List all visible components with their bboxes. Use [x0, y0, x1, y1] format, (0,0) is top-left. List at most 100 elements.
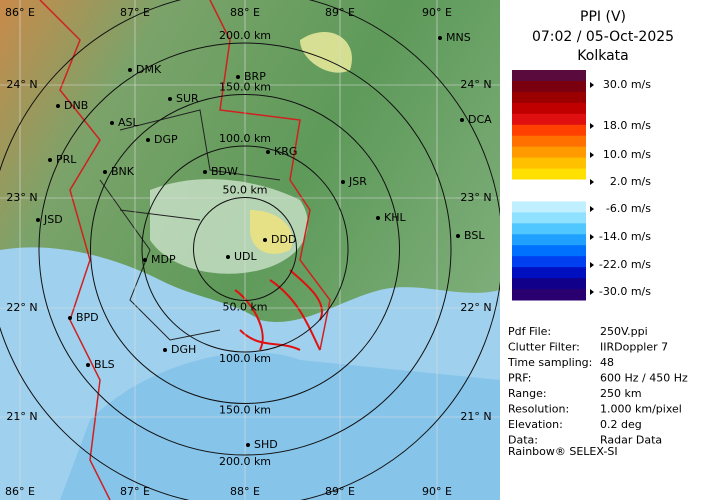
lat-label: 24° N	[460, 78, 491, 91]
station-dot	[56, 104, 60, 108]
range-label: 150.0 km	[219, 81, 271, 94]
lon-label: 86° E	[5, 6, 35, 19]
station-dot	[438, 36, 442, 40]
station-label: BPD	[76, 311, 99, 324]
color-swatch	[512, 201, 586, 213]
color-swatch	[512, 168, 586, 181]
lon-label: 90° E	[422, 485, 452, 498]
info-value: IIRDoppler 7	[600, 341, 668, 354]
station-label: KRG	[274, 145, 297, 158]
station-dot	[456, 234, 460, 238]
station-dot	[226, 255, 230, 259]
station-label: SHD	[254, 438, 278, 451]
station-label: DGP	[154, 133, 178, 146]
lon-label: 88° E	[230, 6, 260, 19]
lon-label: 88° E	[230, 485, 260, 498]
station-label: BRP	[244, 70, 266, 83]
range-ring	[193, 197, 297, 301]
color-swatch	[512, 278, 586, 290]
station-label: BSL	[464, 229, 485, 242]
map: 86° E 86° E 87° E 87° E 88° E 88° E 89° E 89° E…	[0, 0, 500, 500]
legend-pointer	[590, 179, 594, 185]
color-swatch	[512, 157, 586, 170]
lon-label: 86° E	[5, 485, 35, 498]
color-swatch	[512, 223, 586, 235]
time: 07:02 / 05-Oct-2025	[532, 29, 674, 45]
station-dot	[168, 97, 172, 101]
lat-label: 21° N	[6, 410, 37, 423]
color-swatch	[512, 146, 586, 159]
station-dot	[163, 348, 167, 352]
range-label: 50.0 km	[222, 184, 267, 197]
info-key: PRF:	[508, 372, 531, 385]
border	[39, 0, 111, 500]
station-label: MNS	[446, 31, 471, 44]
lat-lon-grid	[0, 0, 500, 500]
station-dot	[203, 170, 207, 174]
range-label: 100.0 km	[219, 352, 271, 365]
color-swatch	[512, 289, 586, 301]
station-label: BNK	[111, 165, 135, 178]
info-key: Resolution:	[508, 403, 569, 416]
info-key: Elevation:	[508, 418, 563, 431]
info-value: 0.2 deg	[600, 418, 642, 431]
color-swatch	[512, 190, 586, 202]
station-label: BDW	[211, 165, 238, 178]
legend-label: 10.0 m/s	[603, 148, 651, 161]
info-key: Data:	[508, 434, 538, 447]
station-label: MDP	[151, 253, 176, 266]
echo	[250, 210, 293, 254]
station-dot	[236, 75, 240, 79]
station-label: ASL	[118, 116, 140, 129]
info-value: 250 km	[600, 387, 642, 400]
station-label: BLS	[94, 358, 115, 371]
color-swatch	[512, 113, 586, 126]
station-dot	[86, 363, 90, 367]
legend-pointer	[590, 82, 594, 88]
station-label: DNB	[64, 99, 88, 112]
station-dot	[246, 443, 250, 447]
legend-label: 18.0 m/s	[603, 119, 651, 132]
legend-pointer	[590, 262, 594, 268]
color-swatch	[512, 256, 586, 268]
range-rings	[0, 0, 500, 500]
range-label: 200.0 km	[219, 455, 271, 468]
station-dot	[110, 121, 114, 125]
range-ring	[38, 42, 452, 456]
color-swatch	[512, 80, 586, 93]
lat-label: 22° N	[6, 301, 37, 314]
border	[209, 0, 331, 351]
color-swatch	[512, 179, 586, 191]
station-label: KHL	[384, 211, 406, 224]
info-value: 48	[600, 356, 614, 369]
lon-label: 87° E	[120, 6, 150, 19]
station-dot	[36, 218, 40, 222]
info-value: 1.000 km/pixel	[600, 403, 682, 416]
station-name: Kolkata	[577, 48, 628, 64]
legend-pointer	[590, 206, 594, 212]
color-swatch	[512, 70, 586, 82]
range-ring	[141, 145, 349, 353]
legend-label: -14.0 m/s	[599, 230, 651, 243]
station-label: DDD	[271, 233, 296, 246]
lat-label: 23° N	[6, 191, 37, 204]
info-value: 600 Hz / 450 Hz	[600, 372, 688, 385]
coastline	[234, 269, 323, 351]
station-label: UDL	[234, 250, 258, 263]
station-label: DCA	[468, 113, 492, 126]
station-label: DGH	[171, 343, 196, 356]
legend-label: -6.0 m/s	[606, 202, 651, 215]
mode: PPI (V)	[580, 9, 626, 25]
color-swatch	[512, 91, 586, 104]
range-ring	[90, 94, 400, 404]
echo	[300, 31, 352, 73]
range-label: 150.0 km	[219, 404, 271, 417]
color-swatch	[512, 102, 586, 115]
station-label: JSD	[43, 213, 63, 226]
station-dot	[460, 118, 464, 122]
lon-label: 89° E	[325, 485, 355, 498]
legend-label: 2.0 m/s	[610, 175, 651, 188]
lat-label: 24° N	[6, 78, 37, 91]
lat-label: 22° N	[460, 301, 491, 314]
